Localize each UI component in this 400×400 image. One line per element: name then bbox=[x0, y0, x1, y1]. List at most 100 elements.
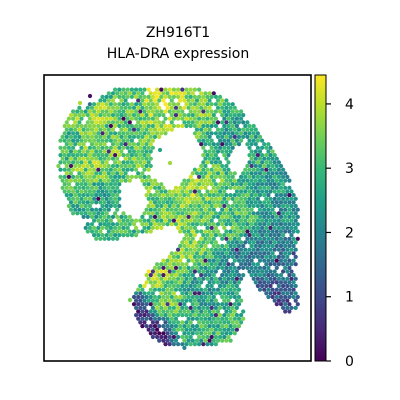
spot bbox=[237, 135, 241, 139]
spot bbox=[94, 120, 98, 124]
spot bbox=[103, 128, 107, 132]
spot bbox=[271, 259, 275, 263]
spot bbox=[130, 219, 134, 223]
spot bbox=[149, 324, 153, 328]
spot bbox=[220, 164, 224, 168]
spot bbox=[182, 324, 186, 328]
spot bbox=[117, 197, 121, 201]
spot bbox=[145, 317, 149, 321]
spot bbox=[275, 186, 279, 190]
spot bbox=[119, 149, 123, 153]
spot bbox=[277, 204, 281, 208]
spot bbox=[254, 280, 258, 284]
spot bbox=[111, 193, 115, 197]
spot bbox=[233, 244, 237, 248]
spot bbox=[245, 128, 249, 132]
spot bbox=[90, 171, 94, 175]
spot bbox=[212, 339, 216, 343]
spot bbox=[252, 160, 256, 164]
spot bbox=[281, 248, 285, 252]
spot bbox=[222, 291, 226, 295]
spot bbox=[197, 277, 201, 281]
spot bbox=[292, 251, 296, 255]
spot bbox=[231, 306, 235, 310]
spot bbox=[273, 182, 277, 186]
spot bbox=[117, 88, 121, 92]
spot bbox=[79, 160, 83, 164]
spot bbox=[161, 186, 165, 190]
spot bbox=[159, 313, 163, 317]
spot bbox=[92, 102, 96, 106]
spot bbox=[201, 182, 205, 186]
spot bbox=[289, 233, 293, 237]
spot bbox=[231, 131, 235, 135]
spot bbox=[71, 197, 75, 201]
colorbar-ticks: 01234 bbox=[326, 97, 354, 370]
spot bbox=[145, 128, 149, 132]
spot bbox=[283, 200, 287, 204]
spot bbox=[117, 219, 121, 223]
spot bbox=[222, 124, 226, 128]
spot bbox=[166, 128, 170, 132]
spot bbox=[180, 240, 184, 244]
spot bbox=[237, 259, 241, 263]
spot bbox=[268, 240, 272, 244]
spot bbox=[189, 175, 193, 179]
spot bbox=[216, 288, 220, 292]
spot bbox=[187, 98, 191, 102]
spot bbox=[229, 222, 233, 226]
spot bbox=[241, 186, 245, 190]
spot bbox=[168, 299, 172, 303]
spot bbox=[220, 273, 224, 277]
spot bbox=[199, 237, 203, 241]
spot bbox=[208, 309, 212, 313]
spot bbox=[145, 324, 149, 328]
spot bbox=[67, 175, 71, 179]
spot bbox=[283, 302, 287, 306]
spot bbox=[136, 142, 140, 146]
spot bbox=[264, 182, 268, 186]
spot bbox=[260, 219, 264, 223]
spot bbox=[79, 175, 83, 179]
spot bbox=[155, 269, 159, 273]
spot bbox=[247, 197, 251, 201]
spot bbox=[170, 302, 174, 306]
spot bbox=[86, 186, 90, 190]
spot bbox=[243, 240, 247, 244]
spot bbox=[182, 186, 186, 190]
spot bbox=[180, 95, 184, 99]
spot bbox=[195, 179, 199, 183]
spot bbox=[285, 306, 289, 310]
spot bbox=[71, 139, 75, 143]
spot bbox=[187, 317, 191, 321]
spot bbox=[92, 211, 96, 215]
spot bbox=[254, 164, 258, 168]
spot bbox=[147, 277, 151, 281]
spot bbox=[245, 164, 249, 168]
spot bbox=[231, 262, 235, 266]
spot bbox=[205, 313, 209, 317]
spot bbox=[184, 240, 188, 244]
spot bbox=[124, 128, 128, 132]
spot bbox=[203, 266, 207, 270]
spot bbox=[158, 148, 162, 152]
spot bbox=[115, 157, 119, 161]
spot bbox=[220, 324, 224, 328]
spot bbox=[189, 182, 193, 186]
spot bbox=[218, 291, 222, 295]
spot bbox=[92, 189, 96, 193]
spot bbox=[258, 149, 262, 153]
spot bbox=[205, 240, 209, 244]
spot bbox=[268, 182, 272, 186]
spot bbox=[226, 146, 230, 150]
spot bbox=[161, 200, 165, 204]
spot bbox=[210, 189, 214, 193]
spot bbox=[199, 91, 203, 95]
spot bbox=[218, 306, 222, 310]
spot bbox=[138, 139, 142, 143]
spot bbox=[103, 120, 107, 124]
spot bbox=[205, 277, 209, 281]
spot bbox=[210, 342, 214, 346]
spot bbox=[210, 117, 214, 121]
spot bbox=[210, 102, 214, 106]
